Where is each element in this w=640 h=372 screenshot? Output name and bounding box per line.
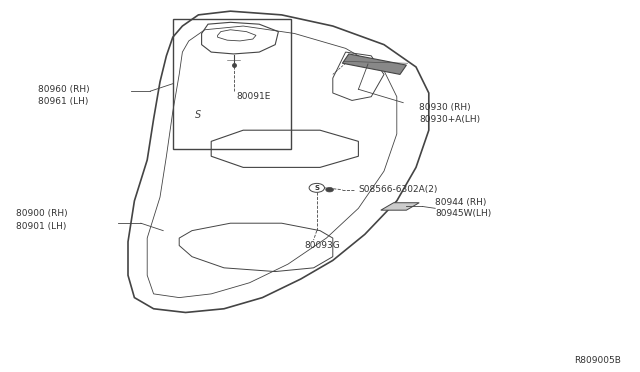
Text: 80945W(LH): 80945W(LH) xyxy=(435,209,492,218)
Polygon shape xyxy=(381,203,419,210)
Text: 80944 (RH): 80944 (RH) xyxy=(435,198,486,207)
Text: 80930 (RH): 80930 (RH) xyxy=(419,103,471,112)
Circle shape xyxy=(326,187,333,192)
Text: S08566-6302A(2): S08566-6302A(2) xyxy=(358,185,438,194)
Text: 80961 (LH): 80961 (LH) xyxy=(38,97,89,106)
Text: S: S xyxy=(195,110,202,120)
Text: R809005B: R809005B xyxy=(574,356,621,365)
Text: 80093G: 80093G xyxy=(304,241,340,250)
Text: S: S xyxy=(314,185,319,191)
Bar xyxy=(173,19,291,149)
Text: 80091E: 80091E xyxy=(237,92,271,101)
Text: 80900 (RH): 80900 (RH) xyxy=(16,209,68,218)
Text: 80901 (LH): 80901 (LH) xyxy=(16,222,67,231)
Text: 80930+A(LH): 80930+A(LH) xyxy=(419,115,481,124)
Polygon shape xyxy=(342,54,406,74)
Text: 80960 (RH): 80960 (RH) xyxy=(38,85,90,94)
